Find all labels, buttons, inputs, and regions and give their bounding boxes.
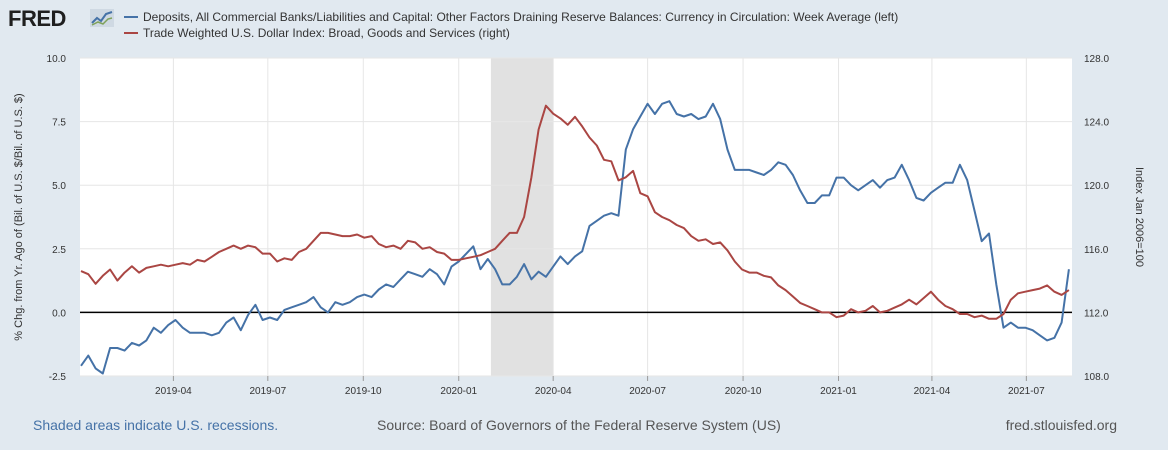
x-tick-label: 2020-04 xyxy=(535,386,572,397)
y-tick-label-right: 120.0 xyxy=(1084,181,1109,192)
y-tick-label-left: 10.0 xyxy=(47,54,67,65)
site-link[interactable]: fred.stlouisfed.org xyxy=(1005,417,1117,433)
y-tick-label-right: 108.0 xyxy=(1084,372,1109,383)
trend-line-icon xyxy=(90,9,114,27)
y-tick-label-right: 112.0 xyxy=(1084,308,1109,319)
legend-label-left-series: Deposits, All Commercial Banks/Liabiliti… xyxy=(143,10,899,24)
recession-note-link[interactable]: Shaded areas indicate U.S. recessions. xyxy=(33,417,279,433)
x-tick-label: 2020-01 xyxy=(440,386,477,397)
chart-legend: Deposits, All Commercial Banks/Liabiliti… xyxy=(124,9,898,41)
y-axis-label-left: % Chg. from Yr. Ago of (Bil. of U.S. $/B… xyxy=(13,93,25,340)
legend-item-right-series[interactable]: Trade Weighted U.S. Dollar Index: Broad,… xyxy=(124,25,898,41)
y-tick-label-left: 7.5 xyxy=(52,118,66,129)
x-tick-label: 2021-07 xyxy=(1008,386,1045,397)
x-tick-label: 2019-04 xyxy=(155,386,192,397)
y-tick-label-right: 128.0 xyxy=(1084,54,1109,65)
legend-item-left-series[interactable]: Deposits, All Commercial Banks/Liabiliti… xyxy=(124,9,898,25)
legend-swatch-red xyxy=(124,32,138,34)
y-tick-label-left: 2.5 xyxy=(52,245,66,256)
legend-swatch-blue xyxy=(124,16,138,18)
x-tick-label: 2019-10 xyxy=(345,386,382,397)
x-tick-label: 2020-07 xyxy=(629,386,666,397)
x-tick-label: 2019-07 xyxy=(249,386,286,397)
recession-band xyxy=(490,58,554,376)
x-tick-label: 2021-04 xyxy=(914,386,951,397)
y-tick-label-left: -2.5 xyxy=(49,372,67,383)
x-tick-label: 2021-01 xyxy=(820,386,857,397)
y-tick-label-right: 124.0 xyxy=(1084,118,1109,129)
plot-area xyxy=(80,58,1072,376)
series-line-currency-in-circulation xyxy=(80,100,1070,375)
x-tick-label: 2020-10 xyxy=(725,386,762,397)
series-line-trade-weighted-dollar xyxy=(80,104,1070,320)
fred-logo[interactable]: FRED xyxy=(8,6,66,31)
source-note: Source: Board of Governors of the Federa… xyxy=(377,417,781,433)
y-tick-label-left: 0.0 xyxy=(52,308,66,319)
y-axis-label-right: Index Jan 2006=100 xyxy=(1133,167,1145,267)
y-tick-label-right: 116.0 xyxy=(1084,245,1109,256)
legend-label-right-series: Trade Weighted U.S. Dollar Index: Broad,… xyxy=(143,26,510,40)
y-tick-label-left: 5.0 xyxy=(52,181,66,192)
